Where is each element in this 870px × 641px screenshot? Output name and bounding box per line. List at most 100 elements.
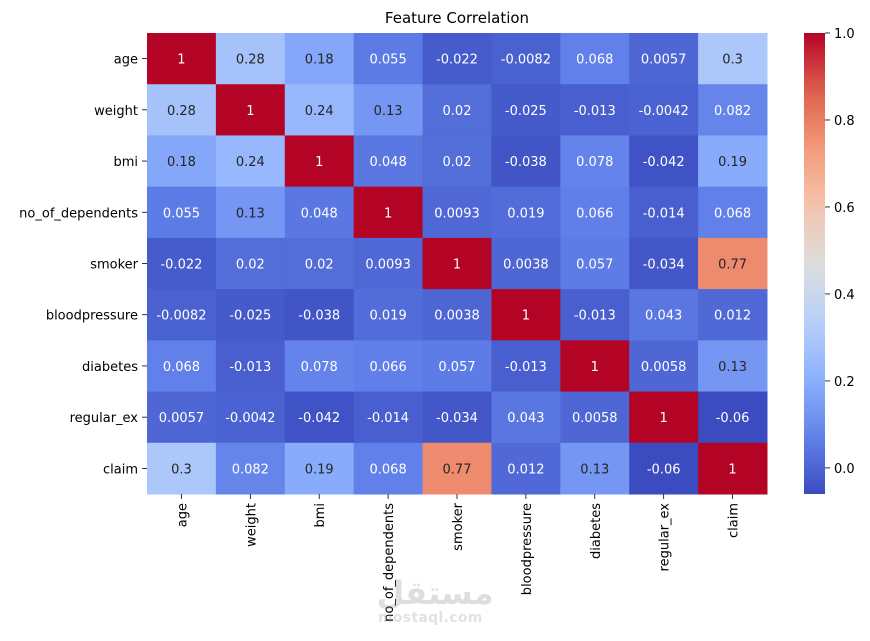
heatmap-cell-label: 0.77 <box>718 258 747 273</box>
heatmap-cell-label: 1 <box>384 206 392 221</box>
heatmap-cell <box>284 84 355 136</box>
heatmap-cell <box>284 237 355 290</box>
heatmap-cell <box>629 186 699 239</box>
heatmap-cell-label: 0.0093 <box>365 258 411 273</box>
heatmap-cell <box>560 237 630 290</box>
heatmap-cells <box>147 33 768 495</box>
heatmap-cell-label: 0.019 <box>370 309 407 324</box>
y-tick-label: claim <box>103 462 138 477</box>
heatmap-cell <box>422 135 492 188</box>
heatmap-cell <box>147 442 217 495</box>
heatmap-cell <box>422 237 492 290</box>
y-tick-label: bmi <box>113 155 138 170</box>
heatmap-cell-label: 0.02 <box>305 258 334 273</box>
heatmap-cell <box>629 135 699 188</box>
y-tick-label: age <box>114 53 138 68</box>
heatmap-cell <box>284 33 355 85</box>
heatmap-cell <box>147 237 217 290</box>
x-tick-label: diabetes <box>589 503 604 559</box>
heatmap-cell <box>353 33 424 85</box>
colorbar-tick-label: 0.0 <box>834 462 855 477</box>
heatmap-cell <box>698 340 768 393</box>
x-tick-label: claim <box>727 503 742 538</box>
heatmap-cell <box>629 33 699 85</box>
heatmap-cell <box>491 289 561 341</box>
heatmap-cell-label: -0.013 <box>574 309 616 324</box>
heatmap-cell <box>491 391 561 444</box>
y-tick-label: regular_ex <box>70 411 139 426</box>
heatmap-cell-label: 0.048 <box>301 206 338 221</box>
heatmap-cell <box>629 237 699 290</box>
heatmap-cell-label: -0.06 <box>647 462 681 477</box>
heatmap-cell <box>353 442 424 495</box>
heatmap-cell <box>147 84 217 136</box>
heatmap-cell-label: -0.0082 <box>156 309 206 324</box>
heatmap-cell <box>698 237 768 290</box>
heatmap-cell-label: 0.066 <box>576 206 613 221</box>
heatmap-cell-label: 0.043 <box>645 309 682 324</box>
x-tick-label: no_of_dependents <box>382 503 397 622</box>
heatmap-cell-label: 0.13 <box>718 360 747 375</box>
colorbar-tick-label: 0.4 <box>834 288 855 303</box>
heatmap-cell <box>353 237 424 290</box>
heatmap-cell-label: 0.057 <box>576 258 613 273</box>
x-tick-label: weight <box>244 503 259 547</box>
heatmap-cell <box>560 391 630 444</box>
heatmap-cell-label: 0.02 <box>443 104 472 119</box>
heatmap-cell <box>147 186 217 239</box>
heatmap-cell <box>698 33 768 85</box>
heatmap-cell <box>147 289 217 341</box>
heatmap-cell-label: 1 <box>315 155 323 170</box>
colorbar-tick-label: 0.8 <box>834 114 855 129</box>
heatmap-cell-label: 1 <box>591 360 599 375</box>
heatmap-cell-label: 0.77 <box>443 462 472 477</box>
heatmap-cell <box>698 391 768 444</box>
heatmap-cell-label: -0.06 <box>716 411 750 426</box>
y-tick-label: smoker <box>90 258 138 273</box>
heatmap-cell-label: 0.0038 <box>434 309 480 324</box>
heatmap-cell <box>422 340 492 393</box>
heatmap-cell-label: 0.24 <box>305 104 334 119</box>
heatmap-cell <box>422 84 492 136</box>
heatmap-cell <box>353 186 424 239</box>
heatmap-cell <box>698 186 768 239</box>
x-tick-label: age <box>175 503 190 527</box>
heatmap-cell <box>560 186 630 239</box>
heatmap-cell <box>284 135 355 188</box>
heatmap-cell-label: -0.0042 <box>225 411 275 426</box>
heatmap-cell <box>422 33 492 85</box>
y-tick-label: no_of_dependents <box>19 206 138 221</box>
heatmap-cell <box>698 135 768 188</box>
heatmap-cell-label: -0.014 <box>367 411 409 426</box>
heatmap-cell <box>698 442 768 495</box>
heatmap-cell <box>560 33 630 85</box>
heatmap-cell <box>491 442 561 495</box>
x-tick-label: smoker <box>451 502 466 550</box>
heatmap-cell-label: 0.068 <box>576 53 613 68</box>
heatmap-cell <box>284 340 355 393</box>
heatmap-cell-label: 0.13 <box>236 206 265 221</box>
heatmap-cell-label: 0.055 <box>370 53 407 68</box>
colorbar-tick-label: 0.6 <box>834 201 855 216</box>
colorbar-tick-label: 1.0 <box>834 27 855 42</box>
heatmap-cell <box>215 135 286 188</box>
heatmap-cell-label: 0.068 <box>714 206 751 221</box>
heatmap-cell-labels: 1 0.28 0.18 0.055 -0.022 -0.0082 0.068 0.0057 0.… <box>156 53 751 478</box>
heatmap-cell-label: 0.068 <box>370 462 407 477</box>
heatmap-cell-label: 1 <box>177 53 185 68</box>
heatmap-cell-label: -0.042 <box>298 411 340 426</box>
heatmap-cell <box>147 135 217 188</box>
heatmap-cell-label: 1 <box>728 462 736 477</box>
heatmap-cell-label: 0.078 <box>301 360 338 375</box>
heatmap-cell-label: 0.043 <box>507 411 544 426</box>
heatmap-cell-label: 0.048 <box>370 155 407 170</box>
heatmap-cell <box>353 391 424 444</box>
heatmap-cell-label: -0.025 <box>505 104 547 119</box>
heatmap-cell <box>284 186 355 239</box>
heatmap-cell <box>215 84 286 136</box>
heatmap-cell-label: 0.082 <box>232 462 269 477</box>
heatmap-cell-label: -0.013 <box>229 360 271 375</box>
colorbar: 0.0 0.2 0.4 0.6 0.8 1.0 <box>804 27 855 494</box>
heatmap-cell-label: 0.19 <box>718 155 747 170</box>
